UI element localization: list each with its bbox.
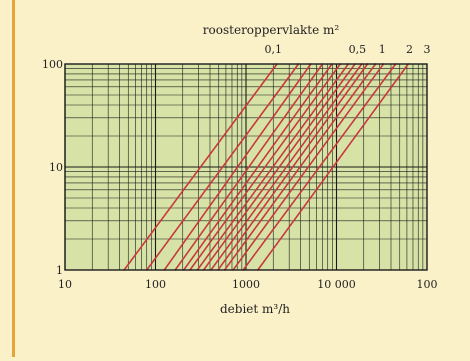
series-line — [145, 63, 300, 271]
series-lines — [123, 63, 410, 271]
chart-title: roosteroppervlakte m² — [203, 23, 340, 37]
series-line — [163, 63, 312, 271]
y-tick-label: 10 — [49, 161, 63, 174]
x-tick-label: 10 — [58, 278, 72, 291]
y-tick-label: 1 — [56, 264, 63, 277]
top-label: 1 — [379, 43, 386, 56]
series-line — [217, 63, 369, 271]
series-line — [123, 63, 278, 271]
chart-panel: 10 100 1000 10 000 100 1 10 100 0,1 0,5 1 2 3 roost… — [15, 0, 470, 357]
x-axis-label: debiet m³/h — [220, 302, 290, 316]
top-label: 0,1 — [264, 43, 282, 56]
x-tick-label: 10 000 — [317, 278, 356, 291]
x-tick-label: 100 — [417, 278, 438, 291]
series-line — [196, 63, 350, 271]
top-label: 2 — [406, 43, 413, 56]
series-line — [182, 63, 333, 271]
series-line — [202, 63, 356, 271]
top-label: 0,5 — [349, 43, 367, 56]
series-line — [232, 63, 385, 271]
y-tick-label: 100 — [42, 58, 63, 71]
top-label: 3 — [424, 43, 431, 56]
series-line — [174, 63, 324, 271]
plot-frame — [64, 63, 428, 271]
series-line — [256, 63, 410, 271]
series-line — [210, 63, 363, 271]
top-labels: 0,1 0,5 1 2 3 — [264, 43, 430, 56]
accent-bar — [12, 0, 15, 357]
series-line — [242, 63, 397, 271]
series-line — [189, 63, 342, 271]
x-tick-label: 100 — [145, 278, 166, 291]
series-line — [223, 63, 377, 271]
x-tick-label: 1000 — [232, 278, 260, 291]
